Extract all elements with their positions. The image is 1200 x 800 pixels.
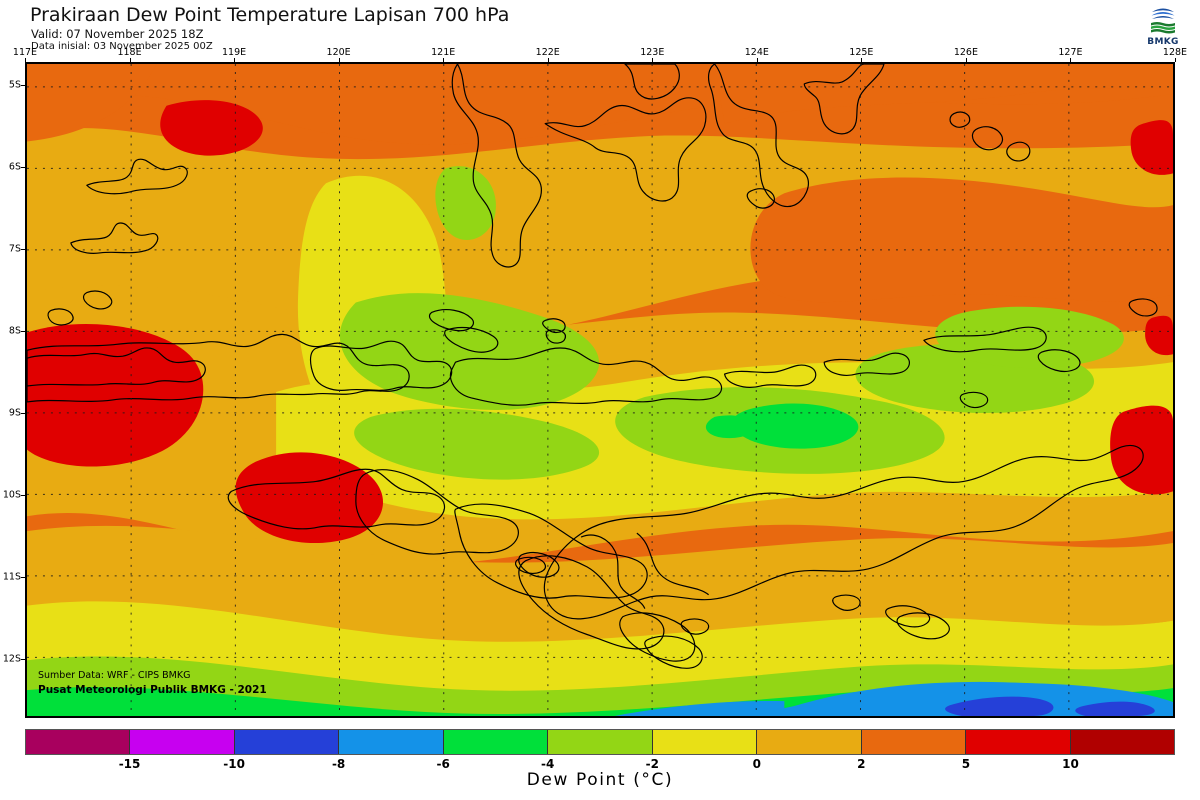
lat-tick-mark <box>21 577 25 578</box>
initial-data-label: Data inisial: 03 November 2025 00Z <box>31 41 213 52</box>
lat-tick-mark <box>21 659 25 660</box>
lon-tick-label: 118E <box>117 47 142 58</box>
colorbar-tick-label: -10 <box>223 757 245 771</box>
graticule-grid <box>27 64 1173 716</box>
colorbar-tick-label: 2 <box>857 757 866 771</box>
colorbar-segment <box>339 730 444 754</box>
page-title: Prakiraan Dew Point Temperature Lapisan … <box>30 4 510 26</box>
lat-tick-mark <box>21 249 25 250</box>
lat-tick-label: 5S <box>8 79 21 91</box>
colorbar-segment <box>1070 730 1174 754</box>
colorbar-segment <box>234 730 340 754</box>
lon-tick-label: 122E <box>535 47 560 58</box>
colorbar-segment <box>548 730 653 754</box>
data-source-label: Sumber Data: WRF - CIPS BMKG <box>38 670 191 681</box>
bmkg-logo-icon <box>1150 3 1176 34</box>
colorbar-segment <box>130 730 235 754</box>
lat-tick-mark <box>21 495 25 496</box>
colorbar-tick-label: -6 <box>436 757 450 771</box>
colorbar-tick-label: -4 <box>541 757 555 771</box>
lon-tick-label: 126E <box>953 47 978 58</box>
colorbar-title: Dew Point (°C) <box>526 770 674 790</box>
colorbar-segment <box>861 730 967 754</box>
lon-tick-mark <box>1070 58 1072 62</box>
colorbar-tick-label: 0 <box>752 757 761 771</box>
colorbar-tick-label: -15 <box>118 757 141 771</box>
lat-tick-mark <box>21 331 25 332</box>
lon-tick-mark <box>25 58 26 62</box>
colorbar-segment <box>652 730 758 754</box>
lat-tick-label: 6S <box>8 161 21 173</box>
lon-tick-mark <box>965 58 967 62</box>
lon-tick-mark <box>547 58 549 62</box>
bmkg-logo: BMKG <box>1141 2 1185 52</box>
lon-tick-mark <box>861 58 863 62</box>
lat-tick-mark <box>21 85 25 86</box>
lon-tick-label: 119E <box>222 47 247 58</box>
lat-tick-label: 8S <box>8 325 21 337</box>
publisher-label: Pusat Meteorologi Publik BMKG - 2021 <box>38 684 267 696</box>
lon-tick-mark <box>756 58 758 62</box>
colorbar-tick-label: 10 <box>1062 757 1079 771</box>
colorbar-segment <box>443 730 549 754</box>
lat-tick-label: 7S <box>8 243 21 255</box>
lat-tick-label: 9S <box>8 407 21 419</box>
lon-tick-label: 123E <box>640 47 665 58</box>
lat-tick-label: 12S <box>2 653 21 665</box>
map-plot-area <box>25 62 1175 718</box>
lat-tick-label: 10S <box>2 489 21 501</box>
bmkg-logo-text: BMKG <box>1147 37 1179 47</box>
lat-tick-mark <box>21 413 25 414</box>
lon-tick-mark <box>129 58 131 62</box>
colorbar-segment <box>966 730 1071 754</box>
colorbar-segment <box>26 730 131 754</box>
lon-tick-label: 125E <box>849 47 874 58</box>
lat-tick-mark <box>21 167 25 168</box>
colorbar <box>25 729 1175 755</box>
lon-tick-mark <box>1175 58 1176 62</box>
colorbar-segment <box>757 730 862 754</box>
lon-tick-label: 117E <box>12 47 38 58</box>
lon-tick-label: 127E <box>1058 47 1083 58</box>
lon-tick-label: 121E <box>431 47 456 58</box>
colorbar-tick-label: -8 <box>331 757 346 771</box>
dewpoint-contour-field <box>27 64 1173 716</box>
lon-tick-mark <box>443 58 445 62</box>
lon-tick-label: 128E <box>1162 47 1188 58</box>
lon-tick-mark <box>234 58 236 62</box>
lon-tick-mark <box>338 58 340 62</box>
lon-tick-label: 120E <box>326 47 351 58</box>
colorbar-tick-label: -2 <box>645 757 659 771</box>
valid-time-label: Valid: 07 November 2025 18Z <box>31 27 204 41</box>
colorbar-tick-label: 5 <box>961 757 971 771</box>
lat-tick-label: 11S <box>2 571 21 583</box>
lon-tick-mark <box>652 58 654 62</box>
lon-tick-label: 124E <box>744 47 769 58</box>
